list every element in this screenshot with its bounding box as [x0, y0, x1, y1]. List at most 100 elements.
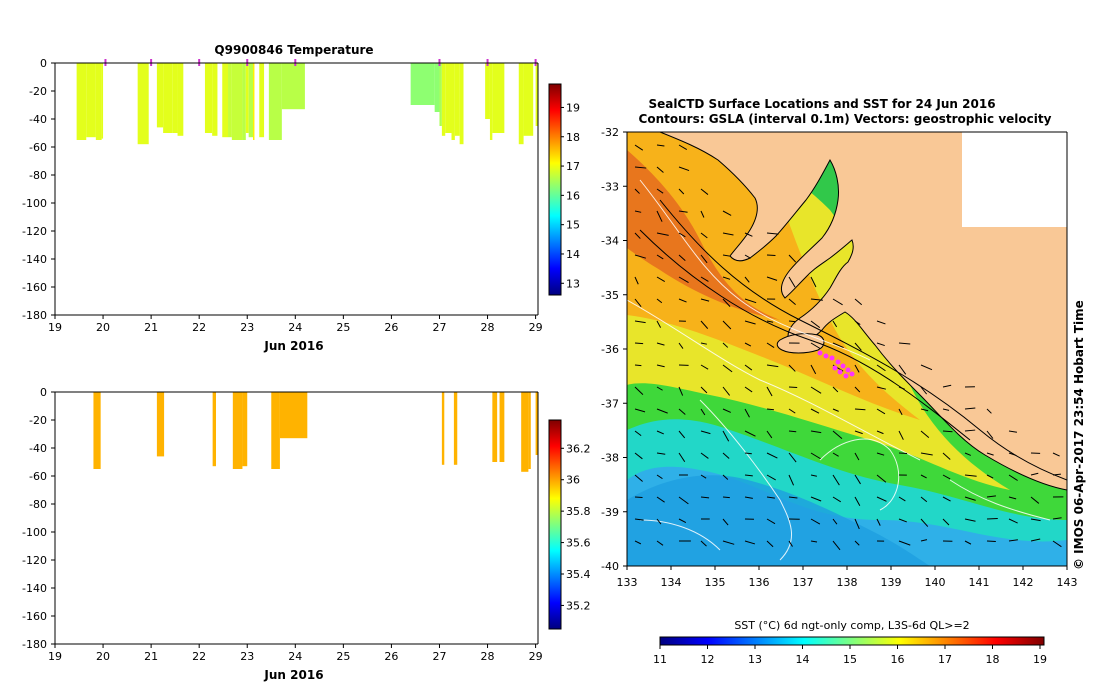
sst-map-section: SealCTD Surface Locations and SST for 24… — [601, 97, 1086, 666]
colorbar-tick-label: 36.2 — [566, 442, 591, 455]
velocity-vector — [700, 540, 707, 547]
velocity-vector — [744, 276, 750, 283]
x-tick-label: 25 — [336, 650, 350, 663]
velocity-vector — [634, 518, 644, 521]
sst-band-warm — [627, 150, 780, 320]
colorbar-tick-label: 35.4 — [566, 568, 591, 581]
profile-bar — [93, 392, 101, 469]
velocity-vector — [810, 518, 821, 525]
profile-bar — [137, 63, 149, 145]
sst-colorbar-tick-label: 19 — [1033, 653, 1047, 666]
y-tick-label: -20 — [29, 85, 47, 98]
velocity-vector — [700, 298, 710, 302]
profile-bar — [259, 63, 265, 138]
y-tick-label: -140 — [22, 582, 47, 595]
velocity-vector — [854, 298, 863, 306]
profile-bar — [410, 63, 435, 105]
velocity-vector — [964, 452, 972, 456]
profile-bar — [281, 63, 305, 110]
map-y-tick-label: -38 — [601, 452, 619, 465]
map-title: SealCTD Surface Locations and SST for 24… — [648, 97, 995, 111]
velocity-vector — [678, 144, 688, 151]
profile-bar — [535, 63, 538, 126]
velocity-vector — [766, 232, 779, 235]
velocity-vector — [832, 342, 844, 349]
velocity-vector — [656, 342, 665, 346]
velocity-vector — [656, 540, 664, 546]
profile-bar — [242, 392, 248, 467]
velocity-vector — [744, 452, 752, 455]
velocity-vector — [700, 386, 708, 394]
velocity-vector — [898, 386, 905, 390]
velocity-vector — [766, 496, 775, 499]
velocity-vector — [722, 364, 733, 373]
velocity-vector — [810, 342, 821, 349]
velocity-vector — [854, 408, 866, 411]
velocity-vector — [634, 188, 640, 194]
colorbar-tick-label: 14 — [566, 248, 580, 261]
velocity-vector — [744, 364, 753, 371]
velocity-vector — [810, 386, 822, 394]
x-tick-label: 24 — [288, 321, 302, 334]
velocity-vector — [700, 188, 709, 195]
velocity-vector — [788, 408, 796, 414]
colorbar-tick-label: 17 — [566, 160, 580, 173]
profile-bar — [268, 63, 282, 140]
velocity-vector — [744, 496, 753, 499]
velocity-vector — [810, 452, 821, 460]
velocity-vector — [920, 408, 929, 412]
velocity-vector — [986, 430, 994, 439]
temperature-x-label: Jun 2016 — [263, 339, 323, 353]
velocity-vector — [700, 342, 707, 345]
velocity-vector — [986, 474, 994, 479]
velocity-vector — [788, 386, 798, 389]
velocity-vector — [876, 474, 887, 483]
velocity-vector — [964, 496, 976, 501]
velocity-vector — [766, 408, 774, 411]
geostrophic-velocity-vectors — [634, 144, 1064, 551]
velocity-vector — [656, 386, 663, 391]
profile-bar — [248, 63, 254, 138]
sst-colorbar-ramp — [659, 636, 1045, 646]
sst-offshore-cool-eddy — [627, 475, 930, 566]
profile-bar — [245, 63, 249, 133]
profile-bar — [222, 63, 229, 138]
salinity-plot-frame — [54, 391, 539, 645]
velocity-vector — [876, 320, 886, 325]
velocity-vector — [656, 254, 664, 260]
velocity-vector — [832, 452, 839, 457]
velocity-vector — [854, 474, 861, 485]
velocity-vector — [656, 232, 669, 236]
profile-bar — [101, 63, 104, 139]
velocity-vector — [722, 518, 729, 526]
velocity-vector — [832, 386, 839, 393]
temperature-x-axis: 19 20 21 22 23 24 25 26 27 28 29 — [48, 315, 543, 334]
y-tick-label: 0 — [40, 57, 47, 70]
imos-credit: © IMOS 06-Apr-2017 23:54 Hobart Time — [1072, 300, 1086, 570]
velocity-vector — [986, 452, 994, 456]
profile-bar — [95, 63, 102, 140]
velocity-vector — [700, 276, 709, 282]
profile-bar — [212, 63, 218, 136]
velocity-vector — [876, 430, 884, 435]
velocity-vector — [1030, 518, 1041, 522]
velocity-vector — [700, 320, 709, 329]
velocity-vector — [744, 474, 753, 477]
y-tick-label: -100 — [22, 526, 47, 539]
y-tick-label: -80 — [29, 498, 47, 511]
velocity-vector — [788, 254, 797, 263]
map-x-tick-label: 135 — [705, 576, 726, 589]
velocity-vector — [656, 298, 663, 304]
temperature-plot-frame — [54, 62, 539, 316]
velocity-vector — [854, 496, 861, 507]
profile-bar — [441, 392, 445, 465]
velocity-vector — [832, 298, 843, 306]
velocity-vector — [678, 188, 685, 195]
velocity-vector — [964, 518, 976, 522]
map-y-tick-label: -39 — [601, 506, 619, 519]
x-tick-label: 21 — [144, 650, 158, 663]
gsla-contours — [627, 179, 1051, 561]
velocity-vector — [634, 254, 646, 259]
y-tick-label: -60 — [29, 141, 47, 154]
velocity-vector — [656, 496, 665, 503]
